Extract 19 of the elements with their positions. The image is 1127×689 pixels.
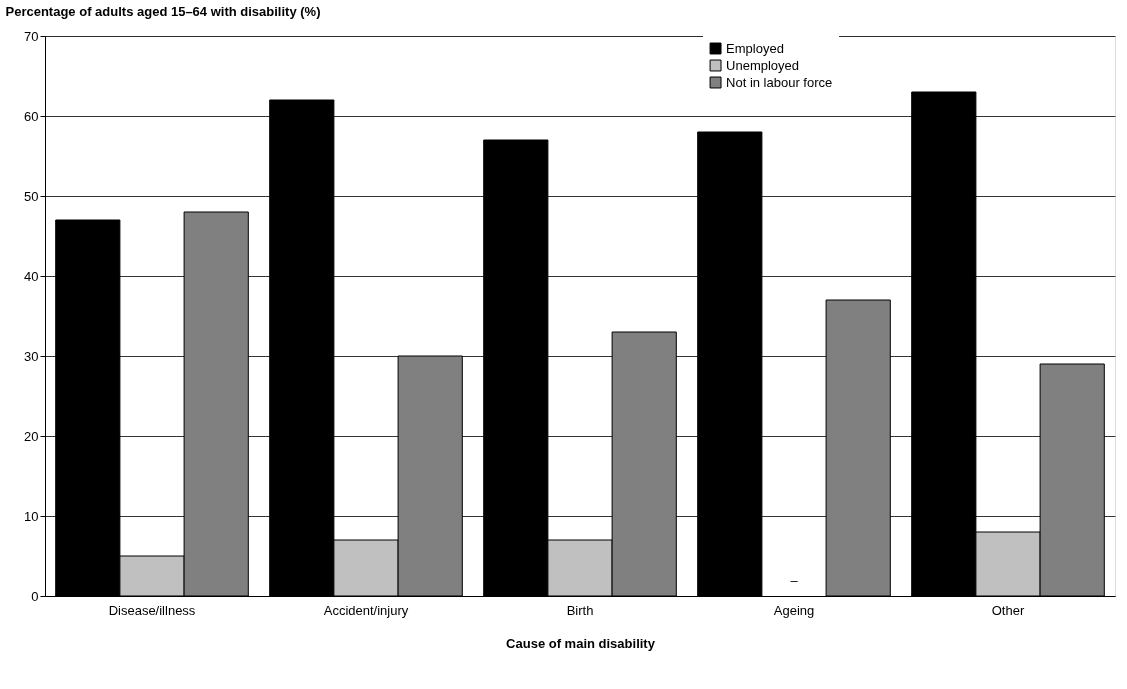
y-tick-label: 40 [24, 268, 39, 284]
y-tick-label: 70 [24, 28, 39, 44]
y-tick-label: 10 [24, 508, 39, 524]
x-tick-label: Other [991, 602, 1025, 618]
y-axis-title: Percentage of adults aged 15–64 with disability (%) [5, 3, 321, 19]
y-tick-label: 50 [24, 188, 39, 204]
x-tick-label: Birth [566, 602, 594, 618]
y-tick-label: 0 [31, 588, 39, 604]
y-tick-label: 60 [24, 108, 39, 124]
legend-label: Not in labour force [726, 74, 833, 90]
y-tick-label: 20 [24, 428, 39, 444]
x-tick-label: Ageing [773, 602, 815, 618]
y-tick-label: 30 [24, 348, 39, 364]
x-axis-title: Cause of main disability [506, 635, 656, 651]
legend-label: Unemployed [726, 57, 800, 73]
legend-label: Employed [726, 40, 784, 56]
x-tick-label: Accident/injury [323, 602, 409, 618]
x-tick-label: Disease/illness [108, 602, 196, 618]
annotation: – [790, 573, 799, 588]
